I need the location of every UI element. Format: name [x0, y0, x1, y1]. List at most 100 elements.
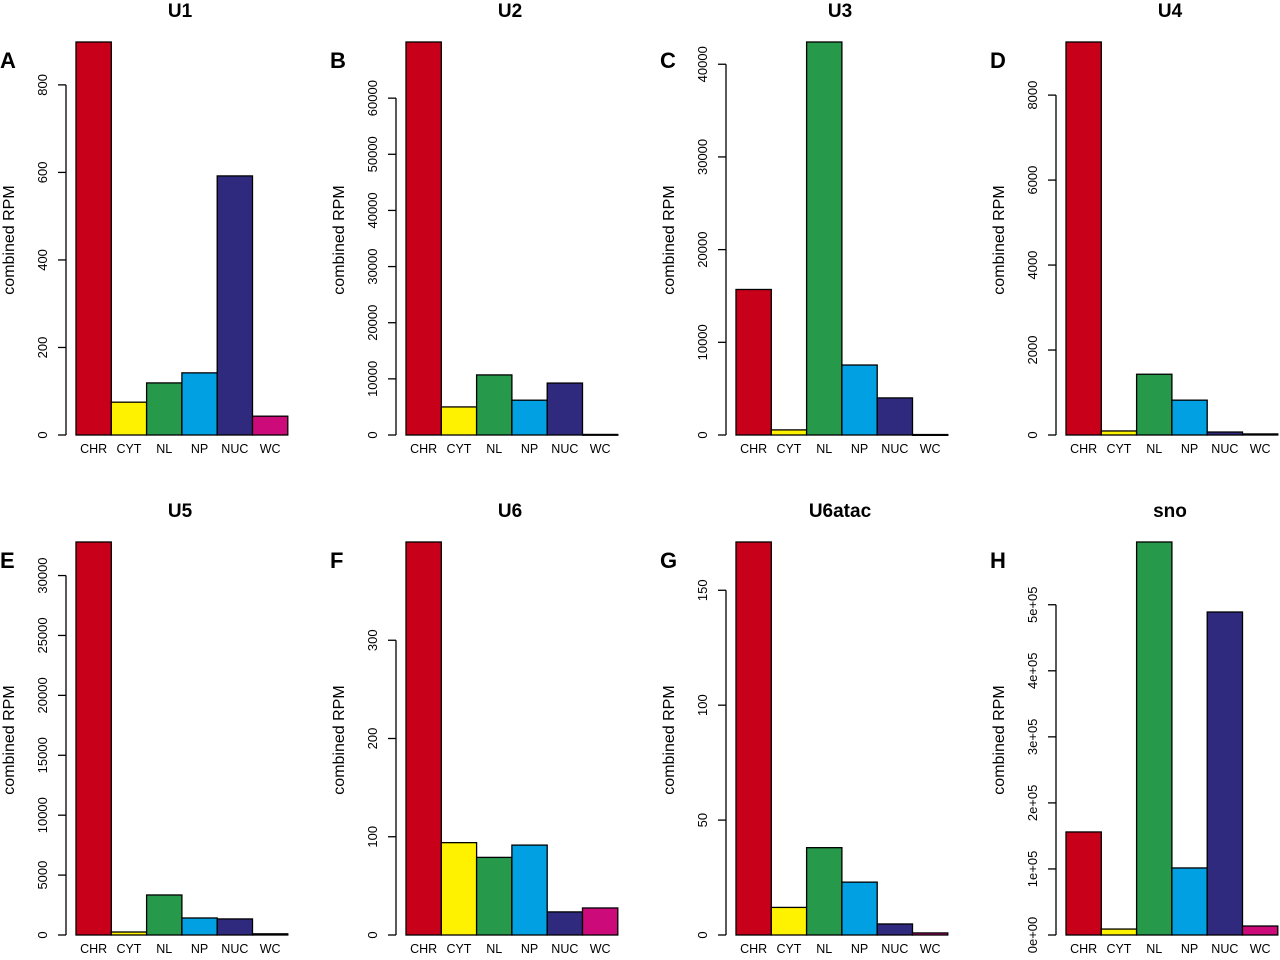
bar-nl [805, 41, 843, 436]
panel-title: U1 [168, 1, 193, 22]
bar-nl [805, 847, 843, 936]
y-tick-label: 200 [365, 728, 380, 750]
x-tick-label: WC [260, 942, 281, 955]
y-tick-label: 3e+05 [1025, 719, 1040, 756]
bar-wc [581, 907, 619, 936]
y-tick-label: 0 [365, 931, 380, 938]
bar-np [1171, 867, 1208, 936]
bar-np [511, 844, 548, 936]
bar-np [181, 372, 218, 436]
x-tick-label: CHR [410, 942, 437, 955]
y-tick-label: 800 [35, 74, 50, 96]
y-tick-label: 60000 [365, 80, 380, 116]
bar-wc [581, 433, 619, 436]
y-axis-label: combined RPM [991, 185, 1008, 294]
x-tick-label: NUC [221, 442, 248, 456]
x-tick-label: CYT [446, 942, 471, 955]
bar-cyt [440, 841, 478, 936]
y-tick-label: 10000 [695, 324, 710, 360]
bar-chr [405, 41, 442, 436]
y-tick-label: 6000 [1025, 166, 1040, 195]
y-tick-label: 20000 [695, 232, 710, 268]
y-tick-label: 0 [35, 431, 50, 438]
x-tick-label: NL [156, 942, 172, 955]
y-tick-label: 2000 [1025, 336, 1040, 365]
y-tick-label: 25000 [35, 617, 50, 653]
panel-letter: F [330, 548, 343, 573]
y-tick-label: 30000 [695, 139, 710, 175]
bar-np [841, 881, 878, 936]
x-tick-label: NUC [1211, 942, 1238, 955]
y-tick-label: 15000 [35, 737, 50, 773]
y-tick-label: 300 [365, 629, 380, 651]
x-tick-label: CHR [740, 942, 767, 955]
x-tick-label: CYT [1106, 442, 1131, 456]
bar-np [1171, 399, 1208, 436]
x-tick-label: CHR [1070, 442, 1097, 456]
x-tick-label: NP [1181, 942, 1198, 955]
x-tick-label: NUC [551, 442, 578, 456]
y-tick-label: 50000 [365, 136, 380, 172]
bar-nl [1135, 373, 1173, 436]
bar-cyt [110, 401, 148, 436]
bar-nuc [546, 382, 584, 436]
y-tick-label: 0 [1025, 431, 1040, 438]
x-tick-label: NUC [881, 942, 908, 955]
x-tick-label: NP [1181, 442, 1198, 456]
x-tick-label: CYT [116, 942, 141, 955]
x-tick-label: CYT [116, 442, 141, 456]
x-tick-label: NP [191, 942, 208, 955]
x-tick-label: NUC [1211, 442, 1238, 456]
bar-nl [145, 894, 183, 936]
bar-nuc [876, 397, 914, 436]
x-tick-label: NL [486, 442, 502, 456]
x-tick-label: CYT [776, 942, 801, 955]
panel-title: U6 [498, 501, 522, 522]
x-tick-label: CHR [410, 442, 437, 456]
panel-title: U6atac [809, 501, 872, 522]
bar-np [841, 364, 878, 436]
y-tick-label: 50 [695, 813, 710, 827]
bar-nuc [546, 911, 584, 936]
x-tick-label: CYT [776, 442, 801, 456]
bar-chr [75, 41, 112, 436]
x-tick-label: NP [851, 942, 868, 955]
y-tick-label: 0 [35, 931, 50, 938]
y-tick-label: 100 [365, 826, 380, 848]
y-tick-label: 4000 [1025, 251, 1040, 280]
x-tick-label: CHR [80, 942, 107, 955]
bar-cyt [770, 429, 808, 436]
y-tick-label: 20000 [365, 305, 380, 341]
y-tick-label: 40000 [695, 46, 710, 82]
panel-title: U2 [498, 1, 522, 22]
bar-nl [475, 374, 513, 436]
bar-wc [911, 932, 949, 936]
x-tick-label: NL [1146, 942, 1162, 955]
x-tick-label: CHR [1070, 942, 1097, 955]
x-tick-label: WC [260, 442, 281, 456]
y-axis-label: combined RPM [991, 685, 1008, 794]
y-tick-label: 30000 [365, 248, 380, 284]
x-tick-label: CYT [446, 442, 471, 456]
bar-cyt [1100, 928, 1138, 936]
panel-letter: H [990, 548, 1006, 573]
bar-chr [75, 541, 112, 936]
y-axis-label: combined RPM [1, 185, 18, 294]
bar-cyt [440, 406, 478, 436]
bar-nl [145, 382, 183, 436]
x-tick-label: NL [1146, 442, 1162, 456]
y-tick-label: 40000 [365, 192, 380, 228]
panel-letter: C [660, 48, 676, 73]
bar-nuc [876, 923, 914, 936]
y-tick-label: 20000 [35, 677, 50, 713]
x-tick-label: NP [851, 442, 868, 456]
x-tick-label: NUC [881, 442, 908, 456]
panel-title: sno [1153, 501, 1187, 522]
panel-title: U5 [168, 501, 193, 522]
y-tick-label: 400 [35, 249, 50, 271]
y-tick-label: 150 [695, 579, 710, 601]
